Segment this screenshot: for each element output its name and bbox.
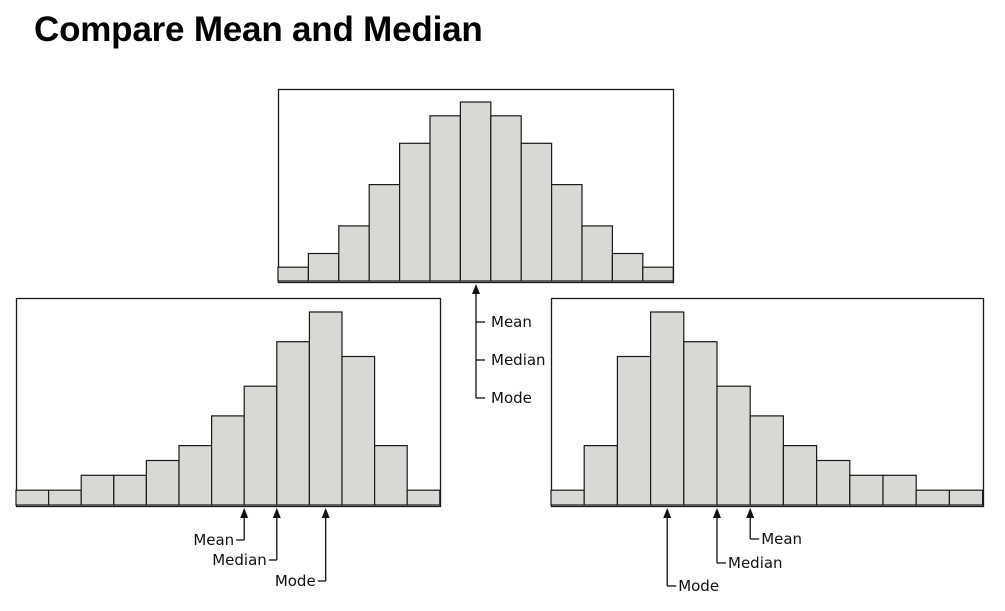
left-skewed-mode-label: Mode (275, 572, 316, 590)
symmetric-bar (581, 225, 613, 282)
symmetric-bar (338, 225, 370, 282)
left-skewed-bar (178, 445, 213, 506)
symmetric-median-label: Median (491, 351, 546, 369)
left-skewed-bar (341, 355, 376, 506)
left-skewed-bar (15, 489, 50, 506)
right-skewed-histogram: Mean Median Mode (550, 297, 985, 595)
right-skewed-mean-label: Mean (761, 530, 802, 548)
symmetric-center-marker: Mean Median Mode (472, 284, 546, 407)
symmetric-bar (520, 142, 553, 282)
right-skewed-median-label: Median (728, 554, 783, 572)
left-skewed-bar (276, 341, 310, 506)
symmetric-bar (459, 101, 492, 282)
symmetric-bar (368, 184, 401, 282)
left-skewed-bar (80, 474, 115, 506)
left-skewed-mode-marker: Mode (275, 508, 330, 590)
right-skewed-bar (882, 474, 917, 506)
right-skewed-bar (915, 489, 951, 506)
right-skewed-mode-label: Mode (678, 577, 719, 595)
right-skewed-bar (782, 445, 818, 506)
symmetric-bar (277, 266, 309, 282)
left-skewed-bar (374, 445, 408, 506)
left-skewed-median-marker: Median (212, 508, 281, 569)
right-skewed-mode-marker: Mode (663, 508, 719, 595)
left-skewed-bar (145, 459, 180, 506)
right-skewed-bar (749, 415, 785, 506)
right-skewed-bar (616, 355, 652, 506)
left-skewed-bar (211, 415, 245, 506)
left-skewed-median-label: Median (212, 551, 267, 569)
left-skewed-bar (113, 474, 148, 506)
left-skewed-mean-marker: Mean (193, 508, 249, 549)
page-title: Compare Mean and Median (34, 10, 483, 49)
symmetric-bar (642, 266, 674, 282)
symmetric-mode-label: Mode (491, 389, 532, 407)
right-skewed-bar (550, 489, 585, 506)
symmetric-histogram: Mean Median Mode (277, 88, 675, 407)
left-skewed-mean-label: Mean (193, 531, 234, 549)
left-skewed-bar (47, 489, 82, 506)
symmetric-bar (429, 115, 461, 282)
right-skewed-median-marker: Median (713, 508, 783, 572)
symmetric-bar (611, 252, 644, 282)
right-skewed-bar (849, 474, 884, 506)
right-skewed-mean-marker: Mean (746, 508, 802, 548)
right-skewed-bar (815, 459, 851, 506)
left-skewed-bar (243, 385, 278, 506)
right-skewed-bar (583, 445, 619, 506)
right-skewed-bar (683, 341, 718, 506)
symmetric-bar (550, 184, 583, 282)
left-skewed-bar (308, 311, 343, 506)
left-skewed-histogram: Mean Median Mode (15, 297, 442, 590)
symmetric-bar (399, 142, 431, 282)
left-skewed-bar (406, 489, 441, 506)
symmetric-mean-label: Mean (491, 313, 532, 331)
right-skewed-bar (716, 385, 751, 506)
symmetric-bar (490, 115, 522, 282)
right-skewed-bar (948, 489, 984, 506)
right-skewed-bar (649, 311, 685, 506)
symmetric-bar (307, 252, 340, 282)
